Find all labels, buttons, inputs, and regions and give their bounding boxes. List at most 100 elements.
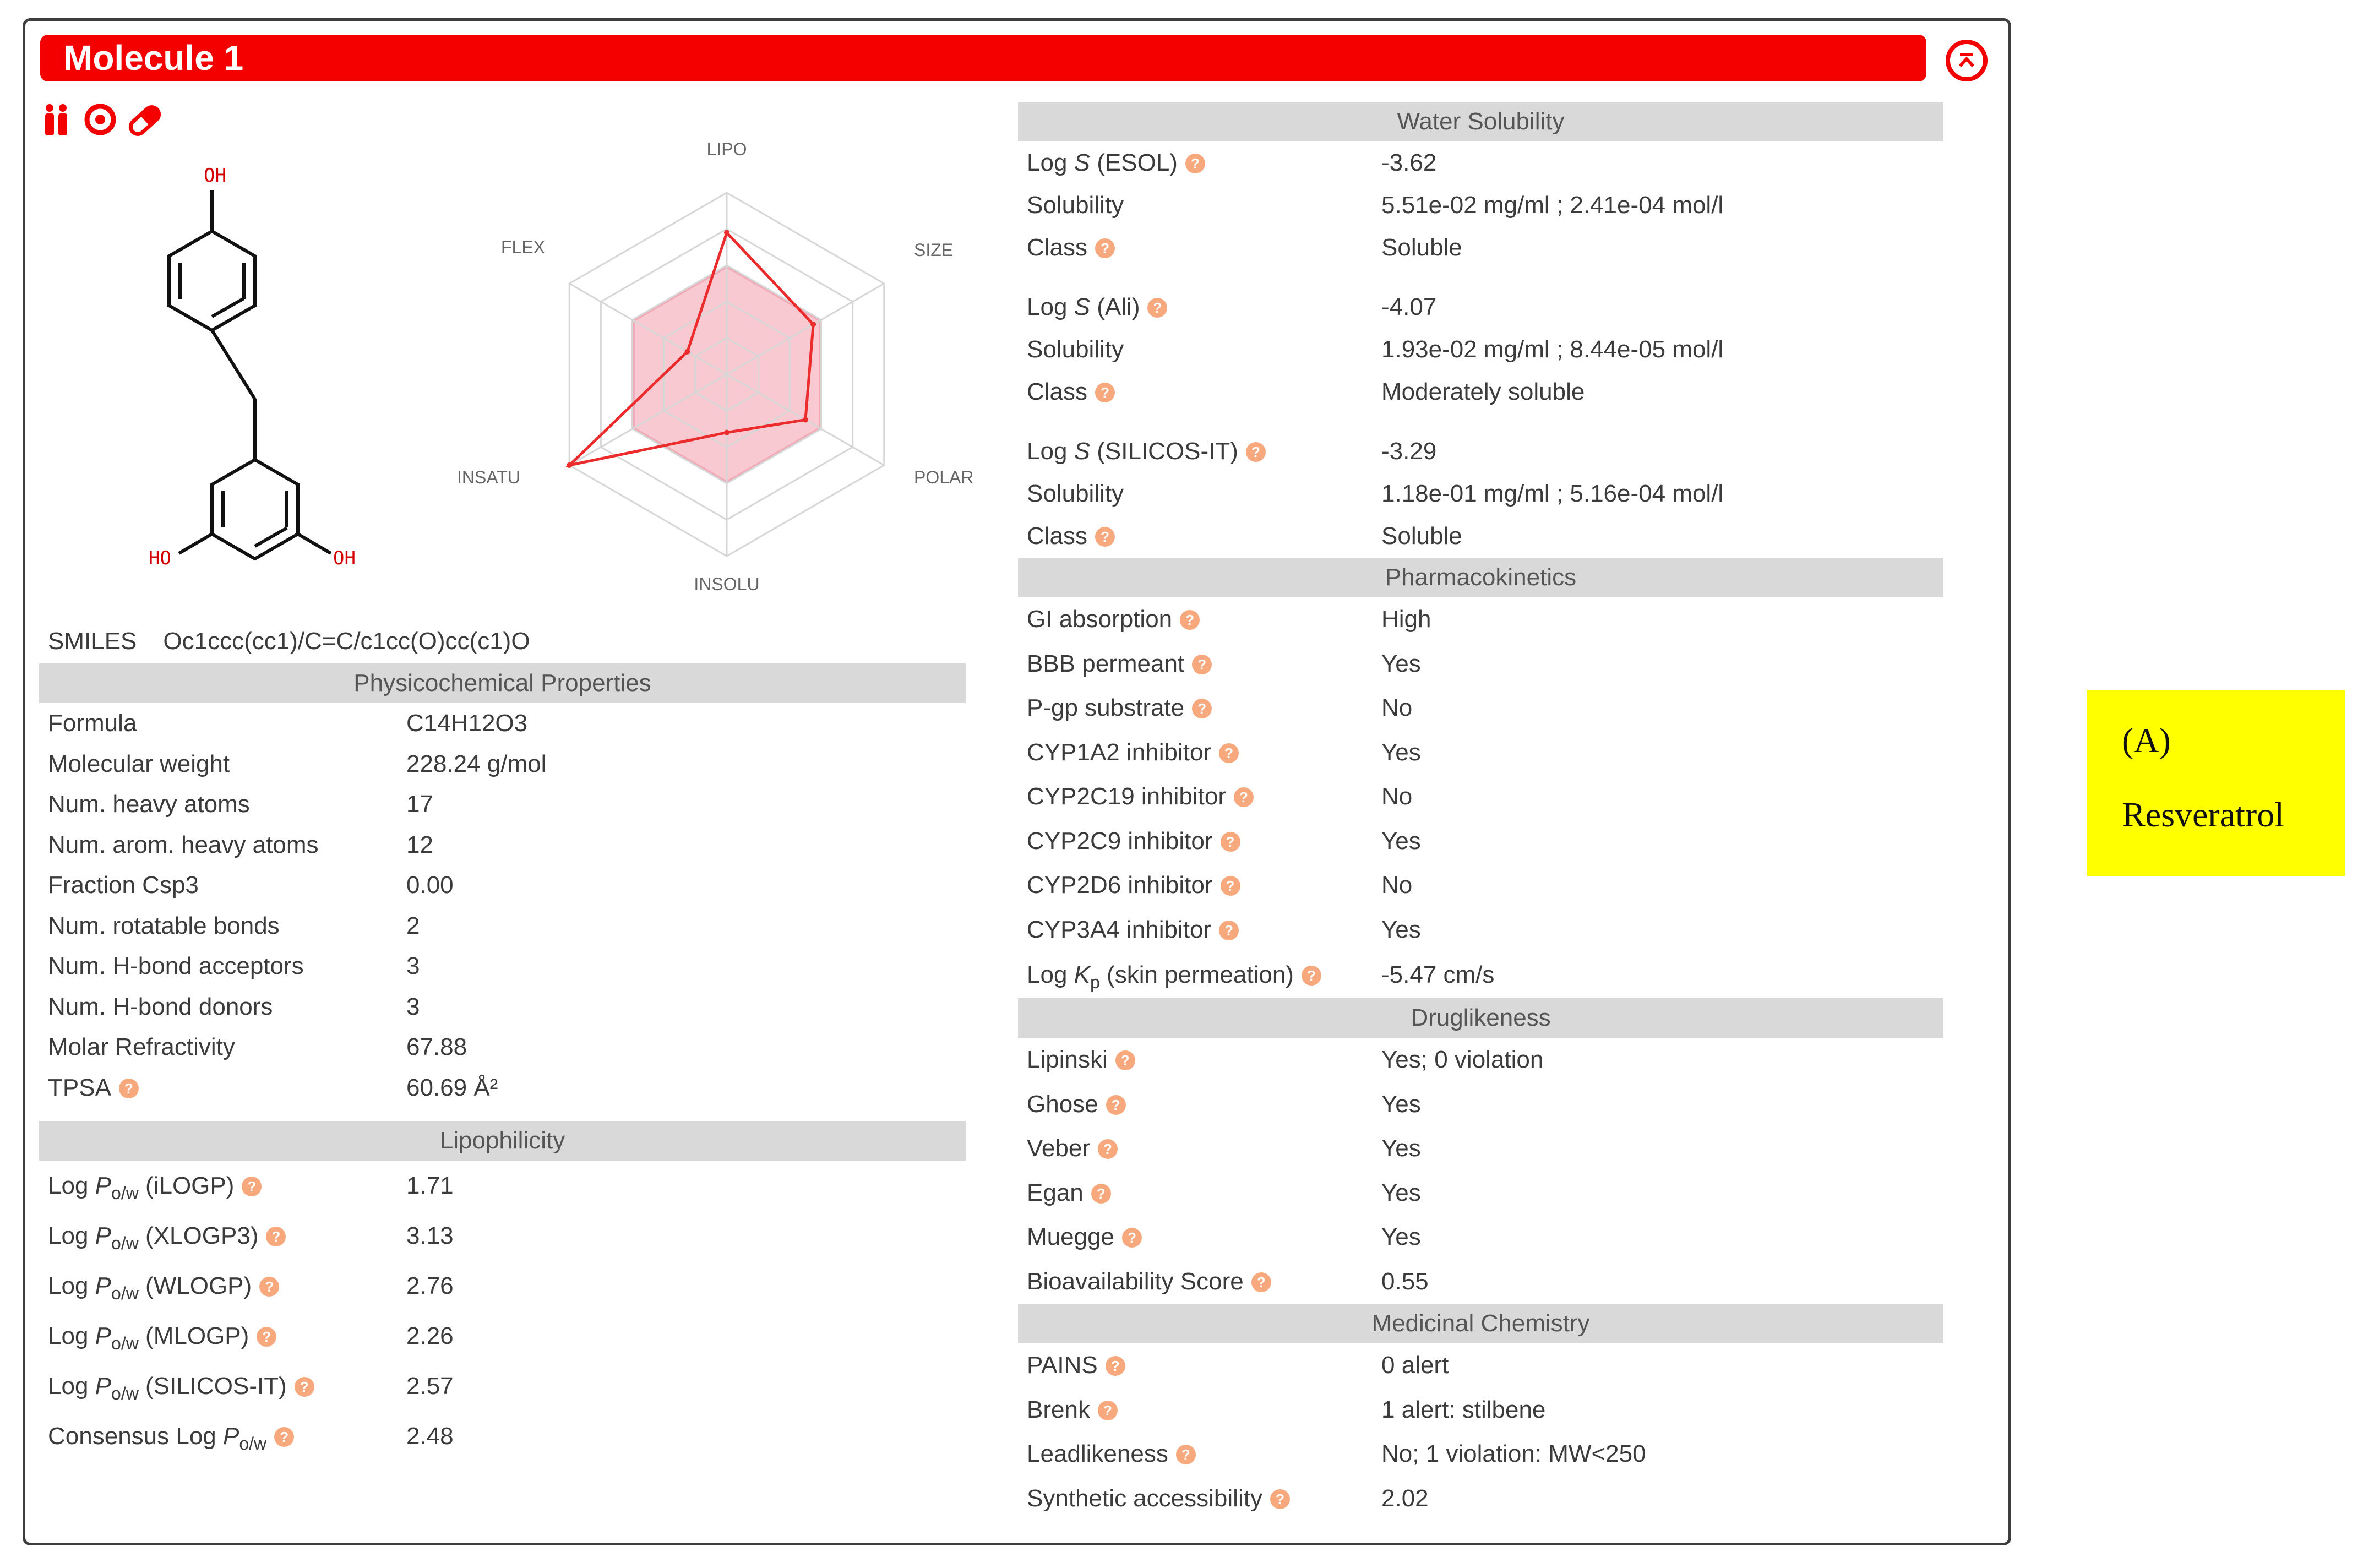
help-icon[interactable]: ?: [1122, 1228, 1142, 1248]
help-icon[interactable]: ?: [1219, 920, 1239, 940]
help-icon[interactable]: ?: [259, 1277, 280, 1297]
property-name: Num. H-bond donors: [48, 987, 273, 1027]
solubility-value: 1.18e-01 mg/ml ; 5.16e-04 mol/l: [1381, 480, 1724, 507]
property-value: No; 1 violation: MW<250: [1381, 1440, 1646, 1467]
radar-axis-label: INSATU: [457, 467, 520, 487]
property-label: CYP1A2 inhibitor: [1027, 738, 1212, 766]
property-label: PAINS: [1027, 1352, 1098, 1379]
help-icon[interactable]: ?: [1105, 1356, 1125, 1376]
bioavailability-icon[interactable]: [42, 102, 70, 140]
help-icon[interactable]: ?: [1180, 610, 1200, 630]
property-label: Molar Refractivity: [48, 1033, 235, 1060]
radar-spoke: [726, 282, 885, 375]
property-row: CYP2D6 inhibitor? No: [1018, 863, 1943, 908]
help-icon[interactable]: ?: [1270, 1489, 1290, 1509]
section-pharmacokinetics: Pharmacokinetics: [1018, 558, 1943, 597]
help-icon[interactable]: ?: [1175, 1445, 1196, 1464]
logp-value: 2.26: [406, 1322, 454, 1349]
log-prefix: Log: [48, 1272, 89, 1299]
property-row: Class? Moderately soluble: [1018, 371, 1943, 413]
section-druglikeness: Druglikeness: [1018, 998, 1943, 1038]
help-icon[interactable]: ?: [1147, 298, 1168, 318]
log-prefix: Log: [48, 1222, 89, 1249]
p-symbol: P: [95, 1222, 112, 1249]
help-icon[interactable]: ?: [274, 1427, 295, 1447]
property-label: P-gp substrate: [1027, 694, 1185, 721]
class-label: Class?: [1027, 226, 1115, 269]
property-label: Molecular weight: [48, 750, 230, 777]
s-symbol: S: [1074, 438, 1091, 465]
help-icon[interactable]: ?: [1095, 238, 1115, 258]
logs-value: -3.62: [1381, 149, 1437, 176]
property-row: Lipinski? Yes; 0 violation: [1018, 1038, 1943, 1082]
log-kp-label: Log Kp (skin permeation)?: [1027, 952, 1321, 1005]
property-value: 60.69 Å²: [406, 1074, 498, 1101]
help-icon[interactable]: ?: [1220, 831, 1240, 852]
compound-name: Resveratrol: [2122, 795, 2284, 834]
property-row: Log Po/w (SILICOS-IT)? 2.57: [39, 1361, 966, 1411]
pill-icon[interactable]: [126, 102, 164, 141]
help-icon[interactable]: ?: [1097, 1400, 1118, 1420]
logp-method: XLOGP3: [153, 1222, 251, 1249]
help-icon[interactable]: ?: [1192, 699, 1212, 718]
property-label: BBB permeant: [1027, 650, 1185, 677]
help-icon[interactable]: ?: [266, 1227, 286, 1246]
p-symbol: P: [95, 1373, 112, 1400]
help-icon[interactable]: ?: [242, 1177, 262, 1196]
class-label: Class?: [1027, 371, 1115, 413]
property-value: 1 alert: stilbene: [1381, 1396, 1546, 1423]
solubility-label: Solubility: [1027, 192, 1124, 219]
help-icon[interactable]: ?: [1185, 154, 1205, 173]
log-prefix: Log: [1027, 293, 1068, 320]
help-icon[interactable]: ?: [294, 1377, 314, 1397]
help-icon[interactable]: ?: [118, 1078, 139, 1098]
property-value: Yes: [1381, 738, 1421, 766]
log-prefix: Log: [1027, 149, 1068, 176]
help-icon[interactable]: ?: [1106, 1095, 1126, 1115]
help-icon[interactable]: ?: [1219, 743, 1239, 763]
target-icon[interactable]: [83, 102, 117, 139]
logs-value: -4.07: [1381, 293, 1437, 320]
logs-label: Log S (Ali)?: [1027, 286, 1168, 329]
property-name: PAINS?: [1027, 1343, 1125, 1388]
help-icon[interactable]: ?: [1097, 1139, 1118, 1159]
help-icon[interactable]: ?: [1115, 1050, 1135, 1070]
kp-symbol: K: [1074, 961, 1091, 988]
collapse-up-icon[interactable]: [1946, 40, 1988, 81]
property-value: No: [1381, 783, 1413, 810]
ow-subscript: o/w: [239, 1433, 267, 1453]
property-row: Log Po/w (iLOGP)? 1.71: [39, 1161, 966, 1211]
help-icon[interactable]: ?: [257, 1327, 277, 1347]
property-value: 3: [406, 952, 420, 979]
help-icon[interactable]: ?: [1245, 442, 1266, 462]
class-label: Class?: [1027, 515, 1115, 558]
radar-spoke: [569, 373, 727, 466]
log-prefix: Log: [48, 1172, 89, 1199]
property-row: Log S (SILICOS-IT)? -3.29: [1018, 430, 1943, 473]
property-row: Log Po/w (MLOGP)? 2.26: [39, 1311, 966, 1361]
help-icon[interactable]: ?: [1091, 1183, 1111, 1204]
help-icon[interactable]: ?: [1251, 1272, 1271, 1292]
help-icon[interactable]: ?: [1220, 876, 1240, 896]
help-icon[interactable]: ?: [1192, 654, 1212, 674]
property-value: 0.55: [1381, 1267, 1429, 1295]
logp-method: iLOGP: [153, 1172, 226, 1199]
property-row: Consensus Log Po/w? 2.48: [39, 1411, 966, 1461]
property-name: BBB permeant?: [1027, 642, 1212, 687]
help-icon[interactable]: ?: [1095, 383, 1115, 402]
logp-value: 2.57: [406, 1373, 454, 1400]
profile-point: [810, 322, 816, 328]
figure-label: (A) Resveratrol: [2087, 690, 2345, 876]
logs-method: SILICOS-IT: [1104, 438, 1230, 465]
help-icon[interactable]: ?: [1095, 527, 1115, 547]
property-value: C14H12O3: [406, 710, 528, 737]
property-name: Synthetic accessibility?: [1027, 1477, 1290, 1521]
property-label: Veber: [1027, 1135, 1090, 1162]
property-row: Ghose? Yes: [1018, 1082, 1943, 1127]
help-icon[interactable]: ?: [1301, 966, 1321, 986]
help-icon[interactable]: ?: [1233, 787, 1254, 807]
property-row: TPSA? 60.69 Å²: [39, 1068, 966, 1108]
property-row: CYP3A4 inhibitor? Yes: [1018, 908, 1943, 952]
property-value: 67.88: [406, 1033, 467, 1060]
property-value: 2: [406, 912, 420, 939]
